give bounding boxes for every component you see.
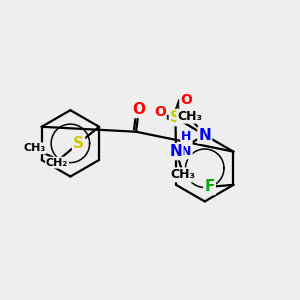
Text: F: F [204, 179, 215, 194]
Text: CH₃: CH₃ [177, 110, 202, 123]
Text: CH₂: CH₂ [46, 158, 68, 168]
Text: O: O [180, 94, 192, 107]
Text: H
N: H N [181, 130, 192, 158]
Text: S: S [73, 136, 84, 151]
Text: O: O [132, 102, 145, 117]
Text: S: S [170, 110, 181, 125]
Text: CH₃: CH₃ [23, 143, 46, 153]
Text: N: N [169, 144, 182, 159]
Text: CH₃: CH₃ [170, 168, 195, 182]
Text: O: O [154, 105, 166, 119]
Text: N: N [198, 128, 211, 142]
